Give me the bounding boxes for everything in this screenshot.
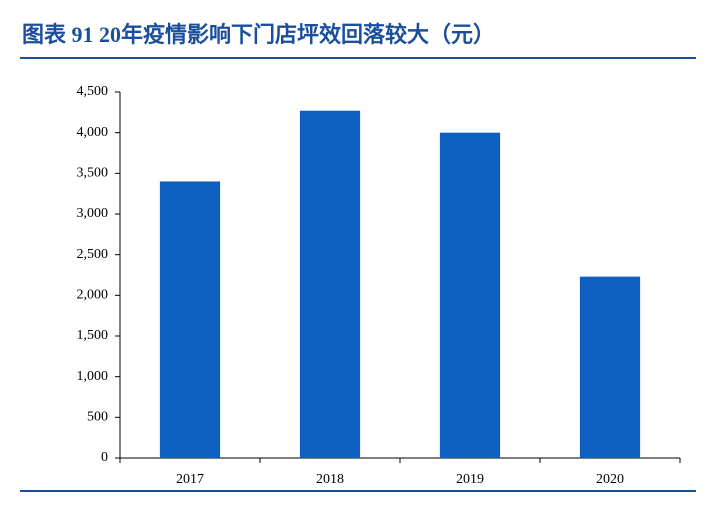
- bar: [579, 276, 641, 458]
- chart-title: 图表 91 20年疫情影响下门店坪效回落较大（元）: [22, 22, 495, 47]
- y-tick-label: 2,000: [77, 288, 109, 303]
- y-tick-label: 0: [101, 450, 108, 465]
- y-tick-label: 4,500: [77, 84, 109, 99]
- y-tick-label: 1,000: [77, 369, 109, 384]
- y-tick-label: 3,000: [77, 206, 109, 221]
- y-tick-label: 2,500: [77, 247, 109, 262]
- x-tick-label: 2018: [316, 472, 344, 487]
- y-tick-label: 3,500: [77, 166, 109, 181]
- bar: [439, 132, 501, 458]
- y-tick-label: 500: [87, 410, 108, 425]
- x-tick-label: 2020: [596, 472, 624, 487]
- x-tick-label: 2019: [456, 472, 484, 487]
- x-tick-label: 2017: [176, 472, 204, 487]
- y-tick-label: 4,000: [77, 125, 109, 140]
- y-tick-label: 1,500: [77, 328, 109, 343]
- bar: [299, 110, 361, 458]
- bar: [159, 181, 221, 458]
